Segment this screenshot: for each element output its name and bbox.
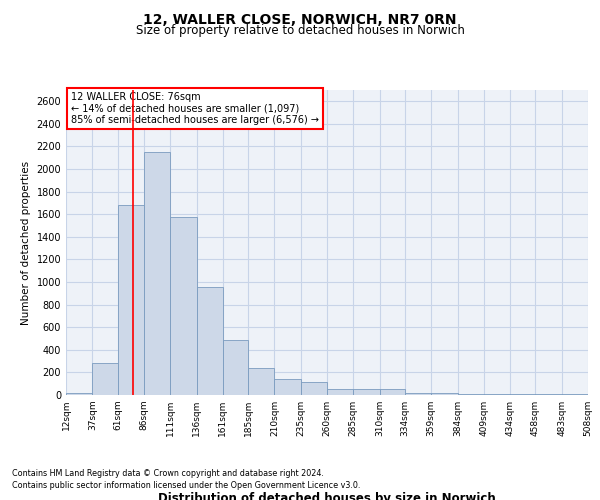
Text: Contains HM Land Registry data © Crown copyright and database right 2024.: Contains HM Land Registry data © Crown c… bbox=[12, 468, 324, 477]
Bar bbox=[170, 216, 197, 395]
Bar bbox=[510, 394, 535, 395]
Bar bbox=[92, 364, 118, 395]
Bar bbox=[274, 379, 301, 395]
Bar bbox=[118, 205, 144, 395]
Bar bbox=[458, 394, 484, 395]
Bar bbox=[248, 368, 274, 395]
Bar bbox=[223, 340, 248, 395]
Text: Contains public sector information licensed under the Open Government Licence v3: Contains public sector information licen… bbox=[12, 481, 361, 490]
Bar bbox=[353, 389, 380, 395]
Text: 12 WALLER CLOSE: 76sqm
← 14% of detached houses are smaller (1,097)
85% of semi-: 12 WALLER CLOSE: 76sqm ← 14% of detached… bbox=[71, 92, 319, 124]
Text: Size of property relative to detached houses in Norwich: Size of property relative to detached ho… bbox=[136, 24, 464, 37]
Bar bbox=[535, 394, 562, 395]
Y-axis label: Number of detached properties: Number of detached properties bbox=[21, 160, 31, 324]
Bar bbox=[327, 389, 353, 395]
Bar bbox=[197, 286, 223, 395]
X-axis label: Distribution of detached houses by size in Norwich: Distribution of detached houses by size … bbox=[158, 492, 496, 500]
Bar bbox=[380, 390, 405, 395]
Bar bbox=[562, 394, 588, 395]
Bar bbox=[144, 152, 170, 395]
Bar bbox=[66, 392, 92, 395]
Text: 12, WALLER CLOSE, NORWICH, NR7 0RN: 12, WALLER CLOSE, NORWICH, NR7 0RN bbox=[143, 12, 457, 26]
Bar bbox=[431, 392, 458, 395]
Bar bbox=[484, 394, 510, 395]
Bar bbox=[405, 392, 431, 395]
Bar bbox=[301, 382, 327, 395]
